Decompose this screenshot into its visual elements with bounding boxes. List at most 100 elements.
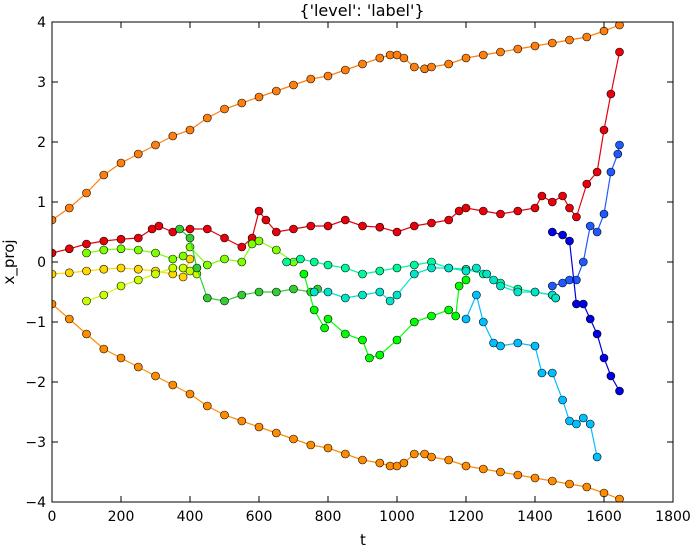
data-point — [444, 305, 454, 315]
data-point — [592, 329, 602, 339]
data-point — [134, 149, 143, 159]
data-point — [392, 227, 402, 237]
data-point — [615, 140, 624, 150]
data-point — [572, 212, 581, 222]
data-point — [340, 215, 350, 225]
x-tick-label: 0 — [48, 509, 57, 525]
data-point — [578, 413, 588, 423]
data-point — [134, 245, 143, 255]
data-point — [592, 167, 602, 177]
data-point — [320, 323, 329, 333]
data-point — [154, 221, 164, 231]
x-tick-label: 1200 — [448, 509, 484, 525]
data-point — [82, 248, 91, 258]
data-point — [52, 269, 57, 279]
data-point — [340, 65, 350, 75]
data-point — [365, 353, 374, 363]
x-tick-label: 1800 — [655, 509, 691, 525]
data-point — [323, 71, 333, 81]
data-point — [116, 234, 126, 244]
data-point — [530, 41, 540, 51]
axes: 0 200 400 600 800 1000 1200 1400 1600 1800 −4 −3 −2 −… — [25, 15, 690, 525]
data-point — [99, 170, 109, 180]
plot-area — [52, 22, 624, 502]
data-point — [444, 263, 454, 273]
data-point — [168, 254, 178, 264]
data-point — [375, 458, 385, 468]
data-point — [168, 380, 178, 390]
data-point — [309, 305, 319, 315]
data-point — [358, 290, 367, 300]
data-point — [99, 290, 109, 300]
data-point — [606, 89, 616, 99]
y-tick-label: −2 — [25, 375, 46, 391]
data-point — [289, 284, 298, 294]
data-point — [496, 467, 505, 477]
data-point — [134, 233, 143, 243]
data-point — [606, 371, 616, 381]
data-point — [203, 401, 212, 411]
data-point — [599, 26, 609, 36]
data-point — [220, 104, 229, 114]
data-point — [530, 473, 540, 483]
data-point — [478, 50, 488, 60]
data-point — [547, 197, 557, 207]
data-point — [254, 422, 264, 432]
data-point — [289, 224, 298, 234]
data-point — [427, 452, 436, 462]
data-point — [340, 293, 350, 303]
data-point — [185, 224, 195, 234]
data-point — [513, 287, 523, 297]
data-point — [558, 230, 567, 240]
data-point — [254, 236, 264, 246]
data-point — [151, 140, 160, 150]
data-point — [585, 419, 595, 429]
data-point — [427, 311, 436, 321]
data-point — [375, 222, 385, 232]
series-line — [552, 231, 621, 392]
data-point — [565, 203, 574, 213]
data-point — [472, 263, 481, 273]
data-point — [551, 293, 561, 303]
x-tick-label: 1000 — [379, 509, 415, 525]
series-2 — [52, 47, 624, 258]
data-point — [461, 53, 471, 63]
data-point — [358, 59, 367, 69]
data-point — [254, 287, 264, 297]
data-point — [306, 440, 316, 450]
data-point — [116, 158, 126, 168]
data-point — [565, 35, 574, 45]
data-point — [134, 264, 143, 274]
data-point — [399, 53, 409, 63]
data-point — [537, 368, 547, 378]
data-point — [592, 452, 602, 462]
data-point — [178, 251, 188, 261]
data-point — [496, 281, 505, 291]
data-point — [323, 221, 333, 231]
data-point — [323, 443, 333, 453]
data-point — [203, 113, 212, 123]
series-line — [314, 267, 557, 302]
data-point — [168, 131, 178, 141]
data-point — [392, 263, 402, 273]
data-point — [134, 362, 143, 372]
data-point — [599, 353, 609, 363]
data-point — [496, 209, 505, 219]
x-tick-label: 800 — [315, 509, 342, 525]
x-tick-label: 400 — [177, 509, 204, 525]
data-point — [482, 269, 492, 279]
data-point — [392, 290, 402, 300]
data-point — [178, 272, 188, 282]
data-point — [375, 287, 385, 297]
data-point — [299, 269, 309, 279]
data-point — [599, 488, 609, 498]
data-point — [203, 293, 212, 303]
data-point — [461, 203, 471, 213]
x-tick-label: 600 — [246, 509, 273, 525]
data-point — [340, 329, 350, 339]
data-point — [565, 479, 574, 489]
data-point — [578, 299, 588, 309]
data-point — [513, 206, 523, 216]
data-point — [185, 233, 195, 243]
